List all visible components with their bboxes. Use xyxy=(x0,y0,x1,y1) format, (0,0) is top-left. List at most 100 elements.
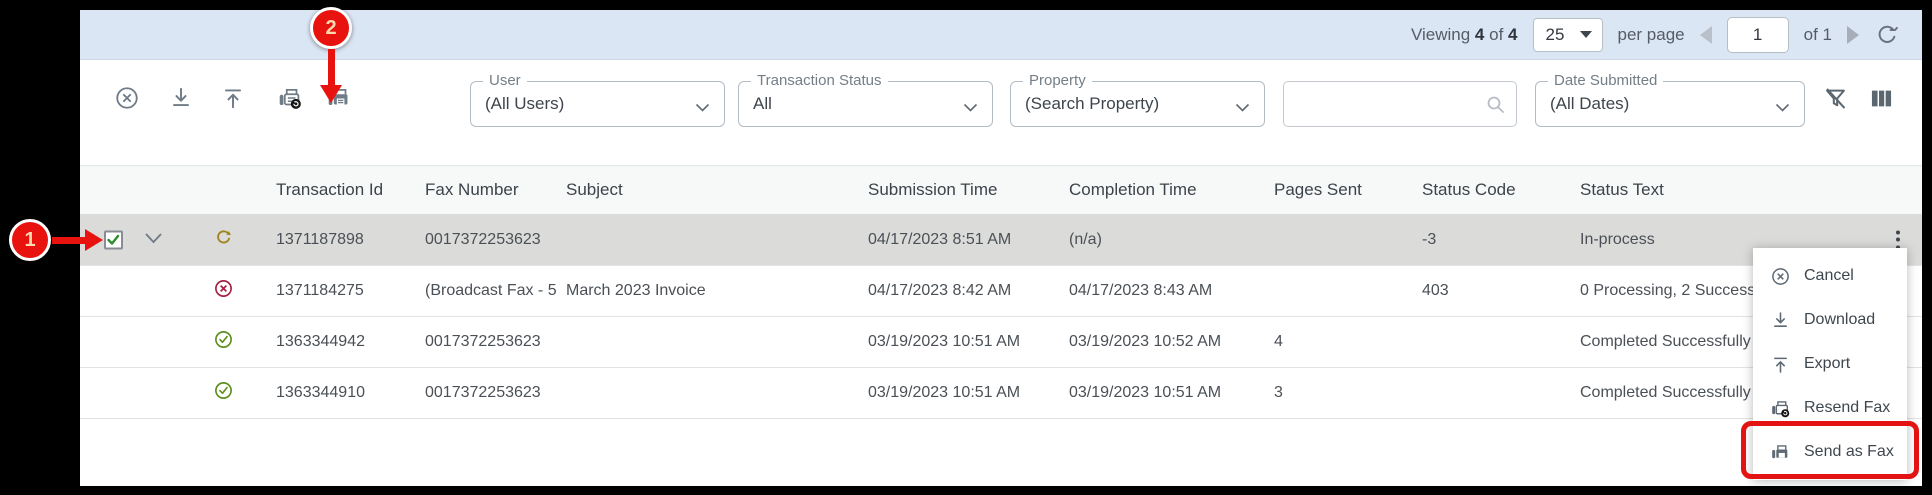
resend-fax-icon[interactable] xyxy=(277,85,303,111)
columns-icon[interactable] xyxy=(1868,85,1894,111)
cell-transaction-id: 1363344910 xyxy=(276,384,365,401)
row-actions-kebab-icon[interactable] xyxy=(1892,226,1904,253)
property-filter-dropdown[interactable]: Property (Search Property) xyxy=(1010,72,1265,127)
cancel-icon[interactable] xyxy=(114,85,140,111)
cell-transaction-id: 1363344942 xyxy=(276,333,365,350)
cell-fax-number: 0017372253623 xyxy=(425,333,541,350)
transaction-status-filter-dropdown[interactable]: Transaction Status All xyxy=(738,72,993,127)
download-icon xyxy=(1774,311,1787,327)
action-toolbar: User (All Users) Transaction Status All … xyxy=(80,61,1922,165)
cell-transaction-id: 1371187898 xyxy=(276,230,364,248)
cell-transaction-id: 1371184275 xyxy=(276,282,364,299)
column-header-completion-time[interactable]: Completion Time xyxy=(1069,180,1197,199)
transaction-status-filter-label: Transaction Status xyxy=(751,72,888,89)
cell-status-text: Completed Successfully xyxy=(1580,384,1751,401)
column-header-transaction-id[interactable]: Transaction Id xyxy=(276,180,384,199)
cell-pages-sent: 3 xyxy=(1274,384,1283,401)
user-filter-dropdown[interactable]: User (All Users) xyxy=(470,72,725,127)
next-page-icon[interactable] xyxy=(1847,25,1859,44)
menu-item-cancel[interactable]: Cancel xyxy=(1753,254,1907,298)
table-row[interactable]: 1363344910 0017372253623 03/19/2023 10:5… xyxy=(80,368,1922,419)
cell-status-code: -3 xyxy=(1422,230,1437,248)
page-of-label: of 1 xyxy=(1803,24,1832,44)
column-header-pages-sent[interactable]: Pages Sent xyxy=(1274,180,1362,199)
cell-fax-number: 0017372253623 xyxy=(425,230,541,248)
column-header-status-text[interactable]: Status Text xyxy=(1580,180,1664,199)
caret-down-icon xyxy=(1579,31,1592,38)
fax-log-window: Viewing 4 of 4 25 per page of 1 xyxy=(80,10,1922,486)
table-row[interactable]: 1363344942 0017372253623 03/19/2023 10:5… xyxy=(80,317,1922,368)
property-filter-label: Property xyxy=(1023,72,1092,89)
column-header-status-code[interactable]: Status Code xyxy=(1422,180,1516,199)
failed-icon xyxy=(213,278,234,304)
row-checkbox[interactable] xyxy=(104,230,123,249)
annotation-arrowhead-1 xyxy=(85,229,103,251)
send-as-fax-highlight-box xyxy=(1741,421,1919,479)
refresh-icon[interactable] xyxy=(1874,22,1900,48)
chevron-down-icon xyxy=(695,100,710,118)
page-number-input[interactable] xyxy=(1726,16,1789,53)
annotation-arrow-2 xyxy=(328,49,335,86)
success-icon xyxy=(213,329,234,355)
column-header-subject[interactable]: Subject xyxy=(566,180,623,199)
annotation-badge-1: 1 xyxy=(9,219,51,261)
chevron-down-icon xyxy=(1775,100,1790,118)
cell-submission-time: 04/17/2023 8:42 AM xyxy=(868,282,1012,299)
menu-item-export[interactable]: Export xyxy=(1753,342,1907,386)
cell-subject: March 2023 Invoice xyxy=(566,282,706,299)
date-submitted-filter-dropdown[interactable]: Date Submitted (All Dates) xyxy=(1535,72,1805,127)
per-page-label: per page xyxy=(1617,24,1685,44)
menu-item-send-as-fax[interactable]: Send as Fax xyxy=(1753,430,1907,474)
clear-filters-icon[interactable] xyxy=(1822,85,1848,111)
download-icon[interactable] xyxy=(168,85,194,111)
cell-submission-time: 03/19/2023 10:51 AM xyxy=(868,384,1021,401)
annotation-arrow-1 xyxy=(52,237,86,244)
cell-pages-sent: 4 xyxy=(1274,333,1283,350)
cell-fax-number: (Broadcast Fax - 5 xyxy=(425,282,557,299)
user-filter-label: User xyxy=(483,72,527,89)
column-header-submission-time[interactable]: Submission Time xyxy=(868,180,998,199)
cell-fax-number: 0017372253623 xyxy=(425,384,541,401)
annotation-arrowhead-2 xyxy=(320,85,342,103)
send-as-fax-icon xyxy=(1772,444,1788,458)
success-icon xyxy=(213,380,234,406)
menu-item-download[interactable]: Download xyxy=(1753,298,1907,342)
cell-completion-time: (n/a) xyxy=(1069,230,1102,248)
search-icon xyxy=(1487,96,1504,113)
cell-status-text: 0 Processing, 2 Successfu xyxy=(1580,282,1769,299)
date-submitted-filter-label: Date Submitted xyxy=(1548,72,1664,89)
table-row[interactable]: 1371184275 (Broadcast Fax - 5 March 2023… xyxy=(80,266,1922,317)
page-size-value: 25 xyxy=(1545,24,1565,44)
viewing-summary: Viewing 4 of 4 xyxy=(1410,24,1518,44)
cell-status-text: Completed Successfully xyxy=(1580,333,1751,350)
property-filter-value: (Search Property) xyxy=(1025,94,1160,113)
export-icon xyxy=(1774,357,1787,373)
chevron-down-icon xyxy=(963,100,978,118)
in-process-icon xyxy=(213,227,234,253)
search-box xyxy=(1283,81,1517,127)
menu-item-resend-fax[interactable]: Resend Fax xyxy=(1753,386,1907,430)
search-input[interactable] xyxy=(1294,86,1479,122)
row-actions-context-menu: Cancel Download Export Resend Fax Send a… xyxy=(1753,248,1907,480)
column-header-fax-number[interactable]: Fax Number xyxy=(425,180,519,199)
cell-status-code: 403 xyxy=(1422,282,1449,299)
resend-fax-icon xyxy=(1772,400,1790,417)
page-size-dropdown[interactable]: 25 xyxy=(1532,17,1603,52)
cell-completion-time: 03/19/2023 10:51 AM xyxy=(1069,384,1222,401)
table-row[interactable]: 1371187898 0017372253623 04/17/2023 8:51… xyxy=(80,214,1922,266)
transaction-status-filter-value: All xyxy=(753,94,772,113)
previous-page-icon[interactable] xyxy=(1699,25,1712,44)
cell-submission-time: 04/17/2023 8:51 AM xyxy=(868,230,1012,248)
pagination-bar: Viewing 4 of 4 25 per page of 1 xyxy=(80,10,1922,60)
cell-completion-time: 03/19/2023 10:52 AM xyxy=(1069,333,1222,350)
cell-completion-time: 04/17/2023 8:43 AM xyxy=(1069,282,1213,299)
table-header: Transaction Id Fax Number Subject Submis… xyxy=(80,165,1922,214)
date-submitted-filter-value: (All Dates) xyxy=(1550,94,1630,113)
annotation-badge-2: 2 xyxy=(310,7,352,49)
export-icon[interactable] xyxy=(220,85,246,111)
cell-submission-time: 03/19/2023 10:51 AM xyxy=(868,333,1021,350)
expand-row-chevron-icon[interactable] xyxy=(144,231,163,249)
user-filter-value: (All Users) xyxy=(485,94,565,113)
cell-status-text: In-process xyxy=(1580,230,1655,248)
